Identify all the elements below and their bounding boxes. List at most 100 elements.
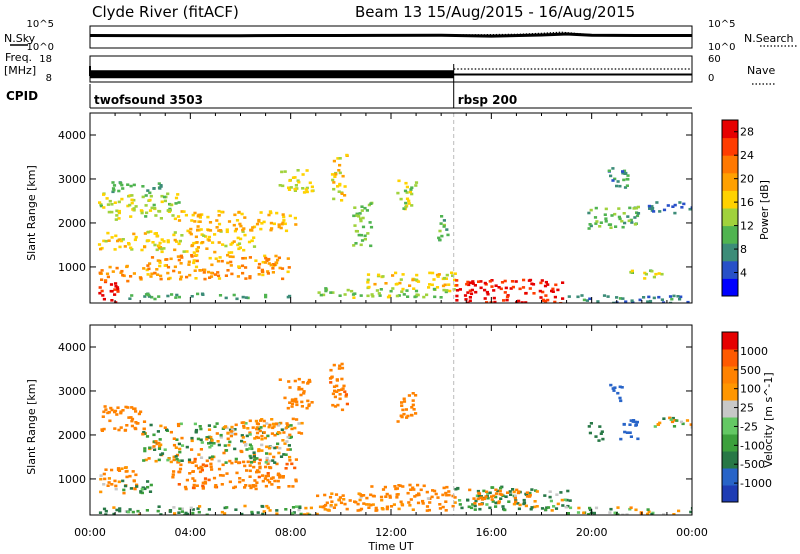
velocity-xtick-label: 16:00	[475, 526, 507, 539]
velocity-colorbar-seg-1	[722, 468, 738, 486]
velocity-region-16	[619, 419, 640, 441]
velocity-colorbar-tick-label: 500	[740, 364, 761, 377]
velocity-xtick-label: 00:00	[676, 526, 708, 539]
freq-right-tick-bottom: 0	[708, 73, 714, 84]
power-colorbar-seg-9	[722, 120, 738, 139]
velocity-ytick-label: 1000	[58, 473, 86, 486]
power-colorbar-tick-label: 20	[740, 173, 754, 186]
power-region-2	[142, 253, 291, 281]
velocity-xtick-label: 00:00	[74, 526, 106, 539]
power-colorbar-tick-label: 4	[740, 267, 747, 280]
power-region-13	[455, 278, 565, 303]
velocity-region-9	[316, 492, 457, 512]
power-region-18	[607, 167, 630, 189]
velocity-colorbar-tick-label: 100	[740, 383, 761, 396]
freq-left-tick-bottom: 8	[46, 73, 52, 84]
noise-series-0	[89, 32, 692, 38]
freq-left-label: Freq.	[5, 51, 32, 64]
power-region-3	[128, 292, 292, 301]
velocity-colorbar-seg-6	[722, 383, 738, 401]
noise-right-label: N.Search	[744, 32, 794, 45]
noise-right-tick-top: 10^5	[708, 19, 735, 30]
velocity-colorbar-tick-label: -1000	[740, 477, 772, 490]
power-region-5	[140, 229, 257, 254]
power-colorbar-seg-7	[722, 155, 738, 174]
power-colorbar-tick-label: 24	[740, 149, 754, 162]
noise-left-tick-bottom: 10^0	[27, 42, 54, 53]
velocity-xtick-label: 12:00	[375, 526, 407, 539]
velocity-colorbar-tick-label: -25	[740, 420, 758, 433]
power-data-layer	[97, 153, 692, 303]
cpid-segment-label: twofsound 3503	[94, 93, 203, 107]
power-colorbar-seg-1	[722, 260, 738, 279]
power-region-21	[629, 269, 664, 280]
power-region-16	[437, 215, 450, 242]
noise-left-tick-top: 10^5	[27, 19, 54, 30]
velocity-region-5	[141, 421, 294, 464]
velocity-region-17	[609, 383, 624, 403]
power-ylabel: Slant Range [km]	[25, 165, 38, 261]
velocity-region-14	[396, 392, 418, 423]
power-region-8	[111, 181, 163, 195]
cpid-label: CPID	[6, 89, 38, 103]
velocity-region-7	[278, 377, 314, 410]
power-colorbar-tick-label: 8	[740, 243, 747, 256]
power-ytick-label: 1000	[58, 261, 86, 274]
power-region-0	[98, 280, 120, 303]
freq-right-label: Nave	[747, 64, 775, 77]
velocity-colorbar-seg-7	[722, 366, 738, 384]
velocity-region-10	[369, 483, 455, 499]
power-colorbar-tick-label: 16	[740, 196, 754, 209]
velocity-colorbar-tick-label: -500	[740, 458, 765, 471]
velocity-colorbar-seg-3	[722, 434, 738, 452]
velocity-colorbar-seg-9	[722, 332, 738, 350]
noise-left-label: N.Sky	[4, 32, 36, 45]
power-colorbar-tick-label: 28	[740, 126, 754, 139]
power-colorbar-seg-3	[722, 225, 738, 244]
velocity-xlabel: Time UT	[367, 540, 413, 553]
velocity-region-8	[328, 362, 349, 412]
power-colorbar-frame	[721, 119, 739, 297]
velocity-colorbar-tick-label: -100	[740, 439, 765, 452]
freq-left-tick-top: 18	[39, 54, 52, 65]
power-region-4	[97, 231, 138, 251]
noise-series-1	[453, 31, 692, 36]
freq-series-0	[90, 70, 454, 79]
power-region-12	[366, 271, 457, 289]
power-region-9	[278, 169, 315, 194]
velocity-data-layer	[98, 362, 692, 515]
freq-right-tick-top: 60	[708, 54, 721, 65]
velocity-colorbar-label: Velocity [m s^-1]	[762, 372, 775, 467]
power-colorbar-seg-6	[722, 172, 738, 191]
velocity-colorbar-frame	[721, 331, 739, 503]
velocity-colorbar-seg-8	[722, 349, 738, 367]
power-colorbar-tick-label: 12	[740, 220, 754, 233]
power-ytick-label: 4000	[58, 129, 86, 142]
noise-right-tick-bottom: 10^0	[708, 42, 735, 53]
velocity-xtick-label: 20:00	[576, 526, 608, 539]
power-colorbar-label: Power [dB]	[758, 180, 771, 240]
velocity-region-18	[566, 506, 692, 515]
velocity-colorbar-seg-5	[722, 400, 738, 418]
velocity-colorbar-seg-0	[722, 485, 738, 503]
velocity-region-19	[653, 416, 692, 429]
velocity-region-13	[468, 488, 532, 506]
beam-title: Beam 13 15/Aug/2015 - 16/Aug/2015	[355, 3, 635, 21]
power-region-10	[330, 153, 349, 202]
power-colorbar-seg-0	[722, 278, 738, 297]
velocity-region-3	[98, 504, 319, 515]
velocity-xtick-label: 04:00	[174, 526, 206, 539]
cpid-segment-label: rbsp 200	[458, 93, 517, 107]
velocity-ytick-label: 2000	[58, 429, 86, 442]
velocity-region-15	[587, 422, 605, 442]
power-region-1	[98, 264, 143, 283]
velocity-ytick-label: 3000	[58, 385, 86, 398]
power-region-11	[317, 286, 456, 299]
power-colorbar-seg-8	[722, 137, 738, 156]
velocity-region-2	[171, 457, 298, 491]
power-colorbar-seg-4	[722, 208, 738, 227]
velocity-ytick-label: 4000	[58, 341, 86, 354]
velocity-region-1	[121, 479, 153, 495]
power-region-15	[352, 201, 374, 248]
velocity-region-6	[229, 417, 304, 438]
